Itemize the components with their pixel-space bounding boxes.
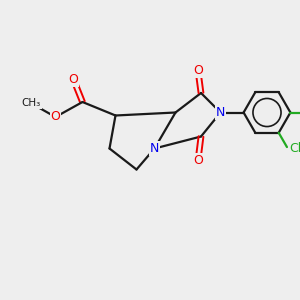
Text: O: O [193, 154, 203, 167]
Text: Cl: Cl [289, 142, 300, 155]
Text: CH₃: CH₃ [22, 98, 41, 109]
Text: O: O [69, 73, 78, 86]
Text: N: N [216, 106, 225, 119]
Text: O: O [193, 64, 203, 77]
Text: O: O [51, 110, 60, 124]
Text: N: N [150, 142, 159, 155]
